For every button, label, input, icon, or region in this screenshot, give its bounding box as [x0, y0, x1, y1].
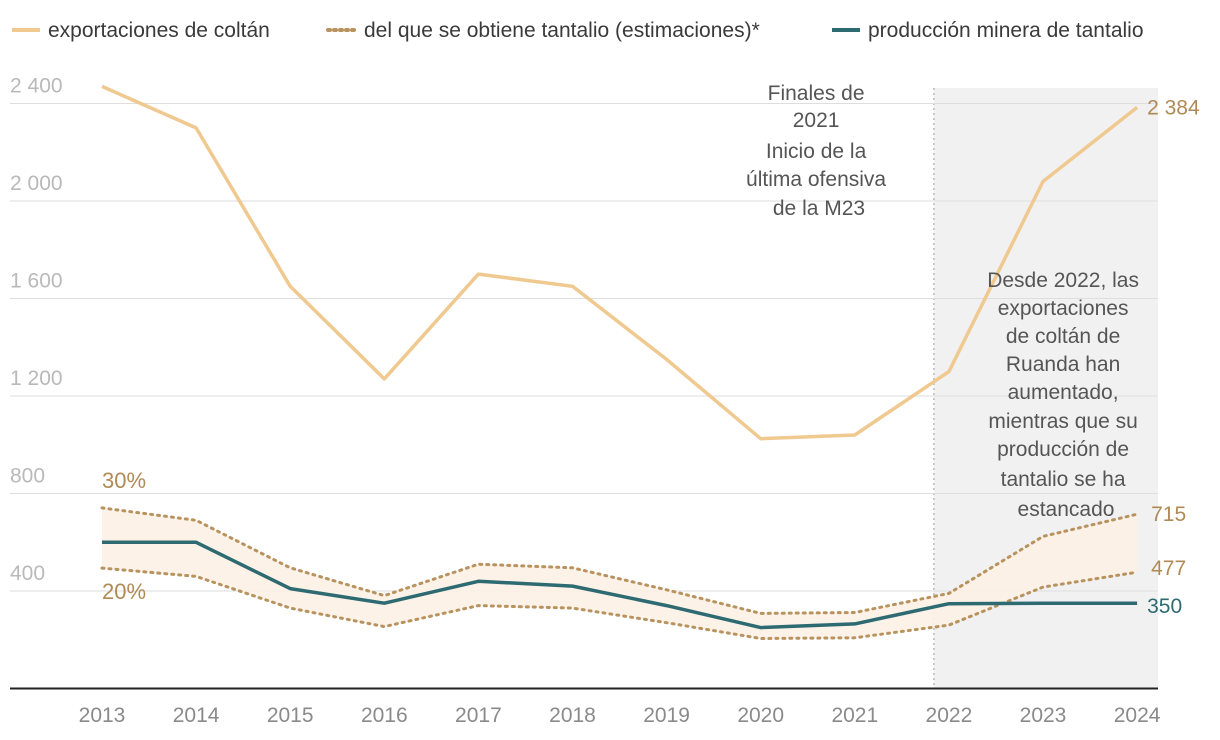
end-label-tantalio-upper: 715: [1151, 503, 1186, 526]
x-tick-label-2018: 2018: [549, 704, 596, 727]
x-tick-label-2017: 2017: [455, 704, 502, 727]
y-tick-label-400: 400: [10, 562, 45, 585]
y-tick-label-2000: 2 000: [10, 172, 63, 195]
x-tick-label-2023: 2023: [1020, 704, 1067, 727]
y-tick-label-1200: 1 200: [10, 367, 63, 390]
y-tick-label-800: 800: [10, 465, 45, 488]
annotation-m23-line-5: de la M23: [773, 197, 865, 220]
series-exportaciones-coltan: [101, 84, 1139, 441]
x-tick-label-2022: 2022: [926, 704, 973, 727]
legend-label-produccion: producción minera de tantalio: [868, 19, 1144, 42]
annotation-desde-2022-line-3: de coltán de: [1006, 325, 1120, 348]
annotation-desde-2022-line-8: tantalio se ha: [1001, 468, 1126, 491]
annotation-desde-2022-line-6: mientras que su: [988, 410, 1137, 433]
plot-area: 400 800 1 200 1 600 2 000 2 400 2013 2014 2015 20…: [10, 75, 1200, 727]
legend: exportaciones de coltán del que se obtie…: [12, 19, 1144, 42]
x-tick-label-2016: 2016: [361, 704, 408, 727]
annotation-desde-2022-line-2: exportaciones: [998, 297, 1129, 320]
annotation-m23-line-1: Finales de: [768, 82, 865, 105]
x-tick-label-2024: 2024: [1114, 704, 1161, 727]
annotation-desde-2022-line-7: producción de: [997, 438, 1129, 461]
annotation-desde-2022: Desde 2022, las exportaciones de coltán …: [987, 269, 1145, 521]
x-tick-label-2021: 2021: [831, 704, 878, 727]
end-label-tantalio-lower: 477: [1151, 557, 1186, 580]
x-tick-label-2020: 2020: [737, 704, 784, 727]
annotation-m23-line-4: última ofensiva: [746, 168, 886, 191]
x-tick-label-2015: 2015: [267, 704, 314, 727]
series-tantalio-upper-30: [100, 506, 1139, 615]
y-tick-label-1600: 1 600: [10, 270, 63, 293]
annotation-desde-2022-line-4: Ruanda han: [1006, 353, 1120, 376]
band-label-30: 30%: [102, 468, 146, 493]
band-fill-tantalio: [102, 507, 1138, 639]
annotation-m23-line-3: Inicio de la: [766, 140, 867, 163]
annotation-desde-2022-line-9: estancado: [1018, 498, 1115, 521]
series-tantalio-lower-20: [100, 566, 1139, 641]
x-tick-label-2014: 2014: [173, 704, 220, 727]
x-tick-label-2013: 2013: [79, 704, 126, 727]
legend-label-tantalio-estimado: del que se obtiene tantalio (estimacione…: [364, 19, 760, 42]
annotation-m23: Finales de 2021 Inicio de la última ofen…: [746, 82, 892, 220]
y-tick-label-2400: 2 400: [10, 75, 63, 98]
end-label-exportaciones: 2 384: [1147, 96, 1200, 119]
legend-label-exportaciones: exportaciones de coltán: [48, 19, 270, 42]
annotation-desde-2022-line-1: Desde 2022, las: [987, 269, 1139, 292]
x-tick-label-2019: 2019: [643, 704, 690, 727]
annotation-desde-2022-line-5: aumentado,: [1008, 381, 1119, 404]
annotation-m23-line-2: 2021: [793, 109, 840, 132]
end-label-produccion: 350: [1147, 595, 1182, 618]
series-produccion-tantalio: [102, 540, 1138, 630]
band-label-20: 20%: [102, 579, 146, 604]
